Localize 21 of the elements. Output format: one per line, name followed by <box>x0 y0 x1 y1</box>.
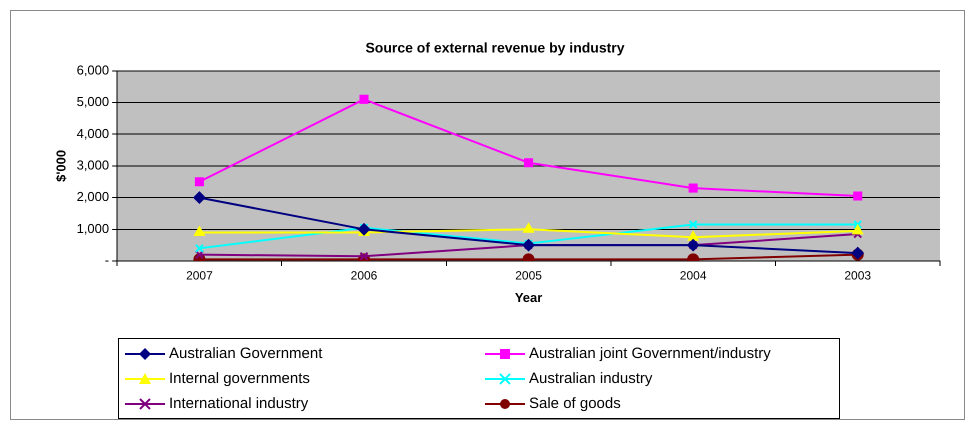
y-tick-label: 3,000 <box>76 157 110 172</box>
y-tick-label: 1,000 <box>76 220 110 236</box>
y-tick-label: 4,000 <box>76 126 110 141</box>
y-tick-label: 2,000 <box>76 189 110 204</box>
x-tick-label: 2006 <box>350 268 378 283</box>
legend-label: International industry <box>169 395 308 412</box>
legend-label: Australian Government <box>169 345 322 362</box>
x-tick-label: 2005 <box>515 268 542 283</box>
x-axis-title: Year <box>514 290 542 305</box>
y-tick-label: 6,000 <box>76 62 110 78</box>
legend-label: Australian industry <box>529 370 652 387</box>
y-tick-label: - <box>104 252 110 268</box>
x-tick-label: 2007 <box>186 268 214 283</box>
x-tick-label: 2004 <box>680 268 707 283</box>
legend-label: Sale of goods <box>529 395 621 412</box>
x-tick-label: 2003 <box>844 268 872 283</box>
chart-title: Source of external revenue by industry <box>365 39 625 56</box>
y-axis-title: $'000 <box>53 150 68 182</box>
y-tick-label: 5,000 <box>76 94 110 110</box>
legend-label: Australian joint Government/industry <box>529 345 771 362</box>
legend-label: Internal governments <box>169 370 310 387</box>
